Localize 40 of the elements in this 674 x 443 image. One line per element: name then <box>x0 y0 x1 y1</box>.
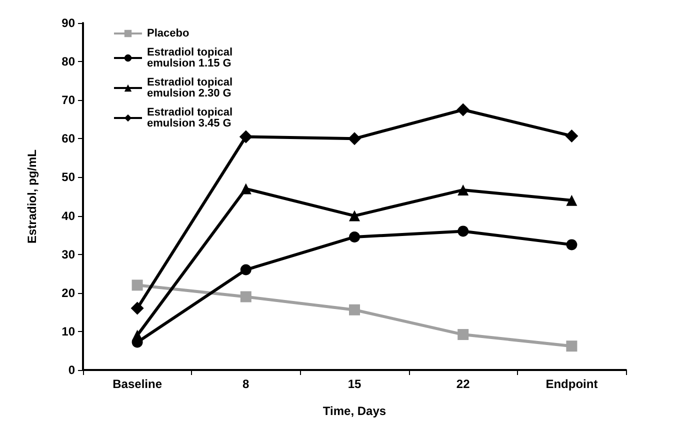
x-axis-title: Time, Days <box>322 404 386 418</box>
legend-label: Estradiol topical emulsion 3.45 G <box>147 106 236 130</box>
point <box>240 264 252 276</box>
y-tick-label: 50 <box>62 170 76 184</box>
point <box>240 291 252 302</box>
point <box>349 210 360 222</box>
point <box>565 129 578 142</box>
y-tick-label: 80 <box>62 54 76 69</box>
point <box>349 304 360 316</box>
point <box>566 194 578 206</box>
x-tick-label: Endpoint <box>546 377 598 391</box>
y-tick-label: 30 <box>62 247 76 262</box>
point <box>566 340 578 352</box>
y-tick-label: 90 <box>62 16 76 30</box>
point <box>456 103 470 116</box>
point <box>132 280 143 291</box>
x-tick-label: 22 <box>456 377 470 391</box>
x-tick-label: 8 <box>242 377 250 391</box>
point <box>348 132 361 146</box>
x-tick-label: Baseline <box>112 377 162 391</box>
y-tick-label: 20 <box>62 286 76 300</box>
point <box>458 329 469 340</box>
legend-label: Estradiol topical emulsion 1.15 G <box>147 46 236 70</box>
y-tick-label: 60 <box>62 132 76 146</box>
point <box>132 330 143 341</box>
point <box>458 226 469 237</box>
point <box>239 130 252 144</box>
y-tick-label: 70 <box>62 93 76 108</box>
y-tick-label: 0 <box>68 363 76 377</box>
point <box>349 231 360 242</box>
y-tick-label: 40 <box>62 208 76 223</box>
point <box>130 302 144 315</box>
x-tick-label: 15 <box>348 377 362 391</box>
y-tick-label: 10 <box>62 324 76 338</box>
point <box>566 239 578 250</box>
y-axis-title: Estradiol, pg/mL <box>25 149 39 244</box>
legend-label: Estradiol topical emulsion 2.30 G <box>147 76 236 100</box>
point <box>458 184 469 196</box>
point <box>240 183 252 194</box>
legend-label: Placebo <box>147 28 190 40</box>
